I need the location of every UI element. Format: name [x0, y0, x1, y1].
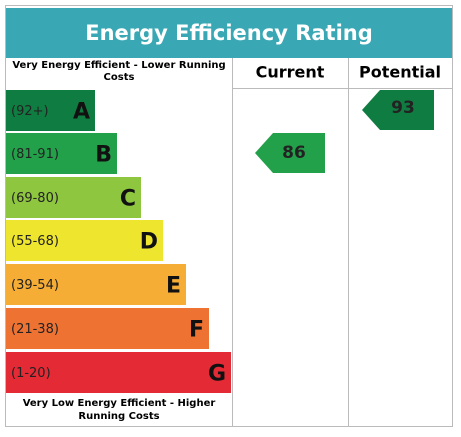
bottom-note: Very Low Energy Efficient - Higher Runni… [22, 398, 216, 422]
band-letter: E [166, 274, 181, 299]
bottom-note-box: Very Low Energy Efficient - Higher Runni… [22, 398, 216, 422]
band-range: (1-20) [11, 366, 51, 381]
band-bar [6, 90, 95, 131]
band-range: (69-80) [11, 191, 59, 206]
potential-arrow [362, 90, 434, 130]
band-letter: C [120, 187, 136, 212]
band-bar [6, 133, 117, 174]
band-bar [6, 177, 141, 218]
bands: (92+) A (81-91) B (69-80) C (55-68) D (39-54) E (2… [6, 90, 231, 393]
band-bar [6, 308, 209, 349]
title: Energy Efficiency Rating [85, 21, 373, 45]
band-letter: A [73, 100, 90, 125]
band-letter: F [189, 318, 204, 343]
band-letter: D [140, 230, 158, 255]
band-letter: G [208, 362, 226, 387]
band-bar [6, 352, 231, 393]
band-range: (81-91) [11, 147, 59, 162]
band-range: (92+) [11, 104, 49, 119]
band-letter: B [95, 143, 112, 168]
column-header: Current [256, 63, 325, 82]
current-arrow [255, 133, 325, 173]
band-range: (55-68) [11, 234, 59, 249]
band-range: (39-54) [11, 278, 59, 293]
potential-value: 93 [391, 98, 415, 118]
current-value: 86 [282, 143, 306, 163]
title-bar [6, 8, 452, 58]
top-note-box: Very Energy Efficient - Lower Running Co… [12, 60, 226, 83]
band-range: (21-38) [11, 322, 59, 337]
top-note: Very Energy Efficient - Lower Running Co… [12, 60, 226, 83]
band-bar [6, 220, 163, 261]
column-header: Potential [359, 63, 441, 82]
band-bar [6, 264, 186, 305]
